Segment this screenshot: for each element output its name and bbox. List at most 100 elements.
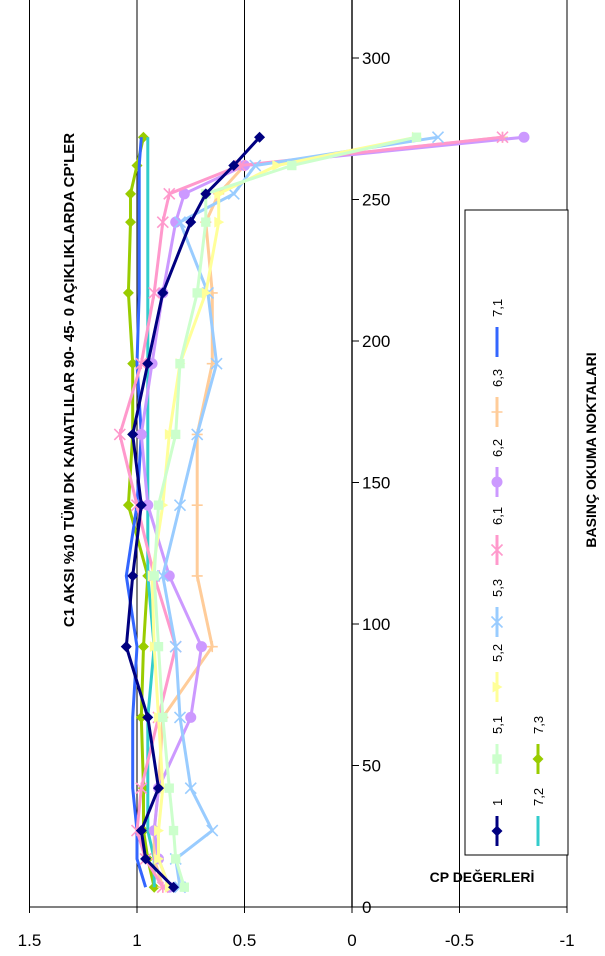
data-point	[184, 782, 197, 795]
data-point	[168, 825, 179, 836]
data-point	[122, 499, 134, 511]
data-point	[175, 358, 185, 369]
x-tick-label: 100	[362, 615, 390, 634]
data-point	[490, 615, 504, 629]
legend-item: 7,2	[531, 788, 546, 846]
data-point	[185, 216, 197, 228]
series-1	[120, 131, 266, 893]
series-layer	[113, 131, 530, 894]
data-point	[153, 782, 164, 794]
data-point	[135, 357, 148, 370]
data-point	[171, 854, 181, 864]
data-point	[227, 187, 240, 200]
legend-item: 6,2	[490, 439, 505, 497]
data-point	[206, 824, 219, 837]
data-point	[196, 641, 207, 653]
y-tick-label: 1.5	[18, 931, 42, 950]
data-point	[153, 500, 164, 510]
data-point	[135, 711, 147, 723]
data-point	[272, 160, 283, 172]
y-axis-label: CP DEĞERLERİ	[430, 868, 535, 885]
data-point	[173, 711, 187, 724]
data-point	[135, 782, 148, 795]
data-point	[142, 499, 154, 511]
legend-box	[464, 209, 569, 856]
data-point	[191, 499, 203, 511]
data-point	[168, 881, 180, 893]
legend-item: 5,1	[490, 716, 505, 774]
data-point	[206, 641, 218, 653]
data-point	[170, 216, 182, 228]
data-point	[154, 853, 164, 865]
y-tick-label: -0.5	[445, 931, 474, 950]
y-tick-label: 1	[132, 931, 141, 950]
legend-label: 7,3	[531, 716, 546, 734]
data-point	[164, 428, 175, 440]
data-point	[185, 711, 197, 723]
legend-item: 5,3	[490, 579, 505, 637]
data-point	[201, 217, 211, 227]
data-point	[532, 753, 544, 765]
data-point	[214, 216, 225, 228]
legend-label: 5,3	[490, 579, 505, 597]
data-point	[249, 159, 262, 172]
data-point	[135, 428, 147, 440]
legend-item: 1	[490, 799, 505, 846]
data-point	[492, 681, 503, 693]
x-tick-label: 300	[362, 49, 390, 68]
x-axis-label: BASINÇ OKUMA NOKTALARI	[583, 352, 599, 547]
x-tick-label: 200	[362, 332, 390, 351]
data-point	[191, 428, 204, 441]
data-point	[113, 428, 126, 441]
data-point	[491, 406, 503, 418]
data-point	[140, 853, 152, 865]
data-point	[287, 160, 297, 171]
legend-item: 6,1	[490, 507, 505, 565]
legend-item: 7,1	[490, 299, 505, 357]
data-point	[156, 216, 169, 229]
tick-labels: 1.5 1 0.5 0 -0.5 -1 0 50 100 150 200 250 300	[18, 49, 575, 950]
legend-item: 6,3	[490, 369, 505, 427]
legend-label: 6,3	[490, 369, 505, 387]
legend-item: 5,2	[490, 644, 505, 702]
data-point	[122, 287, 134, 299]
data-point	[171, 429, 181, 440]
x-tick-label: 0	[362, 898, 371, 917]
data-point	[496, 131, 509, 144]
data-point	[125, 188, 137, 200]
data-point	[178, 188, 190, 200]
data-point	[127, 428, 139, 440]
y-tick-label: -1	[559, 931, 574, 950]
legend-item: 7,3	[531, 716, 546, 774]
data-point	[127, 570, 139, 582]
data-point	[120, 641, 132, 653]
data-point	[492, 754, 502, 764]
legend-label: 7,1	[490, 299, 505, 317]
data-point	[228, 160, 240, 172]
data-point	[431, 131, 445, 144]
y-tick-label: 0.5	[233, 931, 257, 950]
data-point	[490, 543, 504, 557]
data-point	[125, 216, 137, 228]
data-point	[173, 216, 187, 229]
data-point	[135, 499, 147, 511]
data-point	[254, 131, 266, 143]
data-point	[127, 358, 139, 370]
data-point	[192, 288, 202, 298]
x-tick-label: 150	[362, 474, 390, 493]
data-point	[164, 783, 174, 793]
data-point	[191, 570, 203, 582]
data-point	[169, 640, 182, 653]
legend-label: 7,2	[531, 788, 546, 806]
data-point	[148, 286, 161, 299]
legend-label: 1	[490, 799, 505, 806]
legend-label: 6,1	[490, 507, 505, 525]
data-point	[142, 711, 154, 723]
data-point	[518, 131, 530, 143]
legend-items: 1 5,1 5,2 5,3 6,1 6,2 6,3 7,1 7,2 7,3	[490, 299, 546, 846]
data-point	[163, 187, 176, 200]
data-point	[201, 287, 212, 299]
data-point	[135, 825, 147, 837]
data-point	[163, 570, 175, 582]
